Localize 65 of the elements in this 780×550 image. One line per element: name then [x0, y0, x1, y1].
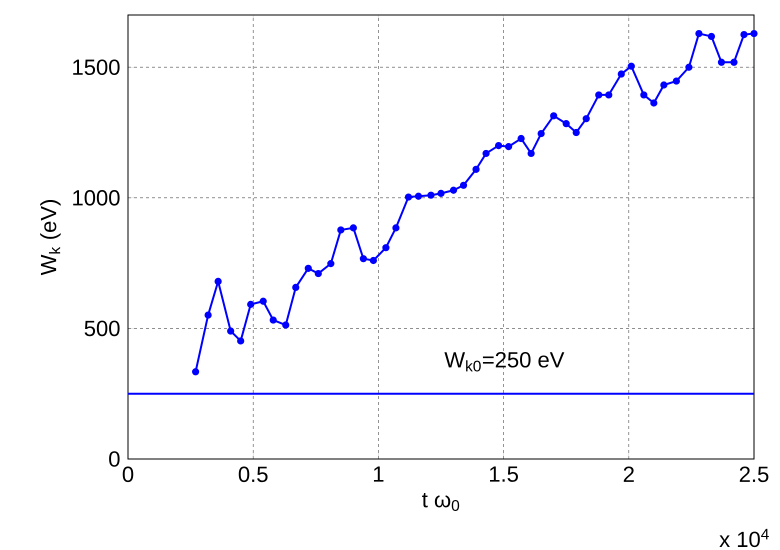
x-tick-label: 1 [374, 466, 384, 482]
point [672, 77, 680, 85]
point [414, 192, 422, 200]
point [595, 91, 602, 99]
point [650, 99, 658, 107]
point [562, 120, 570, 128]
point [382, 244, 390, 252]
point [327, 260, 334, 268]
point [237, 337, 244, 345]
point [282, 321, 290, 329]
point [718, 58, 726, 66]
point [518, 134, 525, 142]
x-tick-label: 0 [122, 466, 134, 482]
y-tick-label: 500 [84, 320, 120, 336]
point [437, 190, 445, 197]
point [392, 224, 400, 232]
point [304, 264, 312, 272]
point [227, 327, 234, 335]
point [618, 70, 625, 78]
point [350, 224, 357, 232]
y-tick-label: 1500 [73, 59, 120, 76]
point [628, 62, 635, 70]
point [538, 130, 545, 138]
point [214, 278, 222, 285]
x-tick-label: 2 [624, 466, 634, 482]
x-tick-label: 0.5 [238, 466, 268, 482]
point [740, 30, 748, 38]
point [528, 150, 535, 158]
point [460, 182, 468, 189]
x-tick-label: 2.5 [740, 466, 768, 482]
point [550, 112, 558, 120]
point [472, 166, 480, 173]
point [360, 255, 367, 262]
point [572, 128, 580, 136]
point [660, 81, 668, 89]
point [750, 30, 758, 38]
point [582, 115, 590, 122]
x-tick-label: 1.5 [490, 466, 518, 482]
point [708, 32, 716, 40]
y-axis-title: W$_{k}$ (eV) [40, 200, 61, 276]
y-tick-label: 0 [109, 451, 120, 467]
point [450, 186, 458, 194]
point [314, 270, 322, 278]
text: x 10$^{4}$ [719, 528, 769, 548]
point [247, 300, 254, 308]
point [605, 91, 612, 99]
point [640, 91, 648, 99]
point [337, 226, 344, 234]
point [730, 58, 738, 66]
y-tick-label: 1000 [73, 190, 120, 206]
point [427, 192, 435, 199]
point [270, 316, 277, 324]
point [204, 311, 212, 319]
point [505, 143, 512, 150]
point [192, 368, 200, 376]
x-axis-title: t ω$_{0}$ [422, 492, 460, 511]
point [685, 64, 692, 71]
point [695, 30, 703, 38]
point [494, 142, 502, 150]
point [292, 284, 300, 292]
point [260, 298, 267, 305]
point [370, 256, 377, 264]
point [482, 150, 490, 158]
point [404, 193, 412, 201]
ref-line-label: W$_{k0}$=250 eV [444, 352, 564, 372]
